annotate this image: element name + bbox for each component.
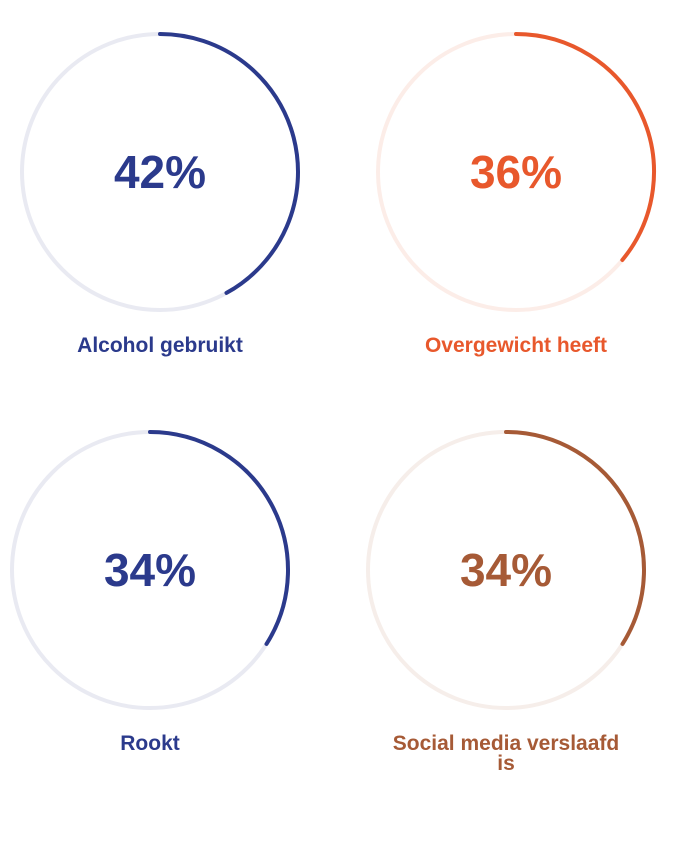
gauge-category-label: Social media verslaafd is [392, 732, 620, 775]
gauge-overgewicht: 36% Overgewicht heeft [366, 30, 666, 356]
gauge-ring: 34% [366, 430, 646, 710]
gauge-rookt: 34% Rookt [0, 428, 300, 754]
gauge-ring: 36% [376, 32, 656, 312]
gauge-value-label: 36% [470, 146, 562, 198]
gauge-value-label: 34% [104, 544, 196, 596]
gauge-category-label: Rookt [120, 732, 180, 755]
gauge-arc [504, 430, 646, 646]
gauge-ring: 42% [20, 32, 300, 312]
gauge-category-label: Overgewicht heeft [424, 334, 608, 357]
gauge-social-media: 34% Social media verslaafd is [356, 428, 656, 774]
gauge-arc [158, 32, 300, 295]
gauge-value-label: 42% [114, 146, 206, 198]
gauge-arc [514, 32, 656, 262]
gauge-value-label: 34% [460, 544, 552, 596]
gauge-arc [148, 430, 290, 646]
gauge-ring: 34% [10, 430, 290, 710]
gauge-category-label: Alcohol gebruikt [77, 334, 243, 357]
gauge-alcohol: 42% Alcohol gebruikt [10, 30, 310, 356]
